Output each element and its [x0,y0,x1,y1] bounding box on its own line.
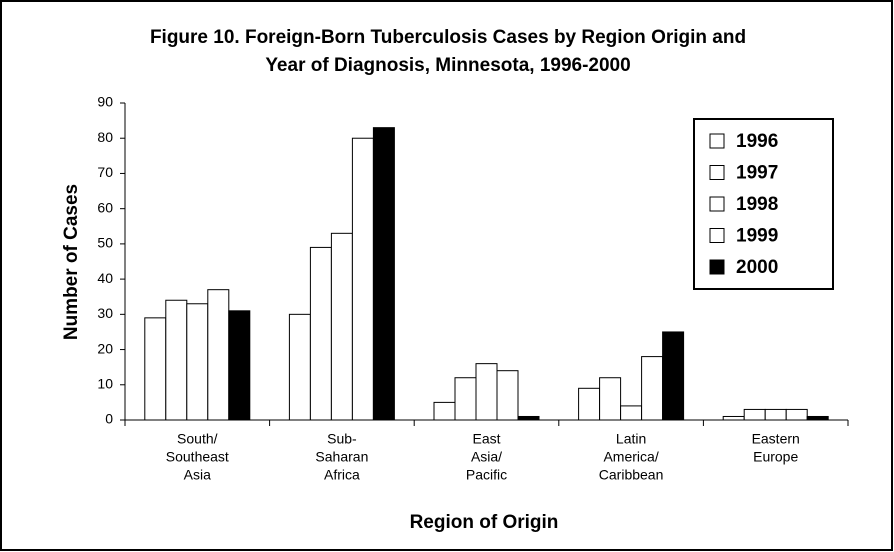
bar [517,415,540,421]
bar [454,377,477,421]
legend-swatch [709,259,725,275]
y-tick-label: 0 [105,411,113,427]
bar [496,370,519,421]
legend-swatch [709,165,725,180]
bar [743,408,766,421]
bar [620,405,643,421]
x-tick-label: Pacific [466,467,507,483]
y-tick-label: 10 [97,375,113,391]
bar [641,356,664,421]
x-tick-label: Africa [324,467,360,483]
bar [186,303,209,421]
bar [372,127,395,421]
x-tick-label: Sub- [327,431,357,447]
y-tick-label: 40 [97,270,113,286]
x-tick-label: East [472,431,500,447]
bar [475,363,498,421]
y-tick-label: 50 [97,235,113,251]
y-axis-label: Number of Cases [61,184,82,340]
bar [144,317,167,421]
chart-title: Year of Diagnosis, Minnesota, 1996-2000 [265,55,630,76]
y-tick-label: 20 [97,340,113,356]
y-tick-label: 70 [97,164,113,180]
bar [351,137,374,421]
x-tick-label: Southeast [166,449,229,465]
x-tick-label: South/ [177,431,218,447]
x-tick-label: Eastern [752,431,800,447]
x-tick-label: America/ [603,449,658,465]
bar [764,408,787,421]
bar [433,401,456,421]
bar [288,313,311,421]
x-tick-label: Saharan [315,449,368,465]
bar [785,408,808,421]
bar [722,415,745,421]
y-tick-label: 90 [97,94,113,110]
bar [330,232,353,421]
y-tick-label: 60 [97,199,113,215]
x-tick-label: Latin [616,431,646,447]
bar [662,331,685,421]
x-axis-label: Region of Origin [410,512,559,533]
legend-label: 1996 [736,131,778,152]
x-tick-label: Caribbean [599,467,664,483]
bar [228,310,251,421]
x-tick-label: Asia/ [471,449,502,465]
bar [309,246,332,421]
legend-swatch [709,196,725,212]
legend-label: 2000 [736,257,778,278]
bar [207,289,230,421]
legend-label: 1997 [736,163,778,184]
chart-title: Figure 10. Foreign-Born Tuberculosis Cas… [150,27,746,48]
bar [165,299,188,421]
x-tick-label: Europe [753,449,798,465]
y-tick-label: 80 [97,129,113,145]
legend-swatch [709,228,725,243]
bar [578,387,601,421]
bar [806,415,829,421]
x-tick-label: Asia [184,467,211,483]
legend-label: 1998 [736,194,778,215]
legend-swatch [709,133,725,149]
bar [599,377,622,421]
legend-label: 1999 [736,226,778,247]
y-tick-label: 30 [97,305,113,321]
